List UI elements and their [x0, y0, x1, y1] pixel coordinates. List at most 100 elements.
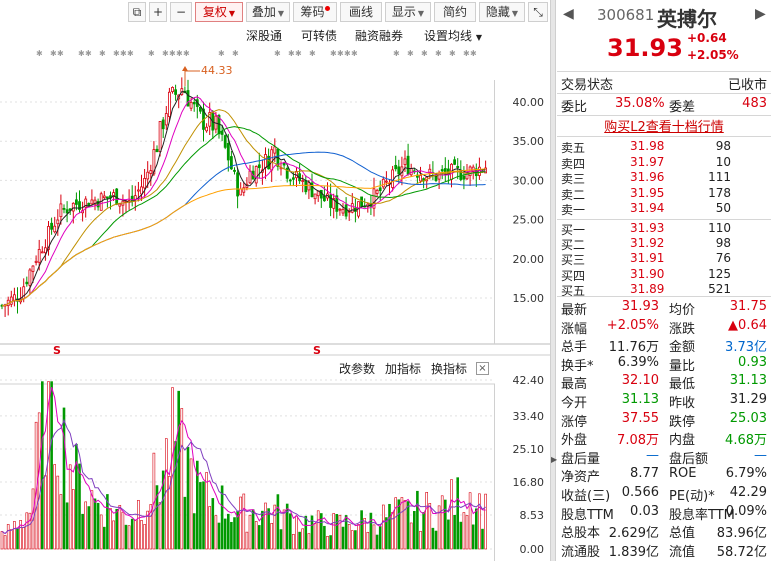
ask-row[interactable]: 卖三 31.96 111 [557, 170, 771, 186]
volume-bar [81, 513, 84, 550]
close-icon[interactable]: × [476, 362, 489, 375]
candle-body [344, 204, 348, 217]
volume-bar [316, 510, 320, 550]
bid-row[interactable]: 买一 31.93 110 [557, 221, 771, 237]
volume-bar [220, 485, 224, 550]
switch-indicator-button[interactable]: 换指标 [431, 362, 468, 376]
stat-label: 股息率TTM [669, 507, 735, 523]
ask-row[interactable]: 卖四 31.97 10 [557, 155, 771, 171]
ask-row[interactable]: 卖一 31.94 50 [557, 201, 771, 217]
candle-body [12, 294, 16, 301]
volume-bar [44, 475, 47, 550]
candle-body [161, 119, 165, 130]
event-marker-icon: ✱ [421, 49, 428, 58]
add-indicator-button[interactable]: 加指标 [385, 362, 422, 376]
candle-body [71, 202, 75, 212]
candle-body [59, 203, 63, 218]
stat-value: — [646, 447, 659, 463]
overlay-button[interactable]: 叠加 ▼ [246, 2, 290, 22]
link-hk-connect[interactable]: 深股通 [246, 29, 283, 43]
candle-body [394, 164, 398, 170]
candle-body [40, 251, 44, 254]
stat-row: 收益(三) 0.566 PE(动)* 42.29 [557, 485, 771, 504]
display-button[interactable]: 显示 ▼ [385, 2, 431, 22]
volume-bar [75, 443, 78, 550]
stat-value: 3.73亿 [725, 340, 767, 356]
quote-header: ◀ 300681 英搏尔 ▶ 31.93 +0.64 +2.05% [557, 0, 771, 72]
volume-bar [112, 520, 115, 550]
level-label: 卖一 [561, 203, 586, 217]
link-margin-trading[interactable]: 融资融券 [355, 29, 404, 43]
volume-bar [447, 519, 450, 550]
ask-row[interactable]: 卖五 31.98 98 [557, 139, 771, 155]
candle-body [186, 90, 190, 107]
volume-bar [118, 505, 122, 550]
prev-stock-icon[interactable]: ◀ [563, 6, 574, 22]
weibi-row: 委比 35.08% 委差 483 [557, 95, 771, 115]
level-label: 卖四 [561, 156, 586, 171]
volume-bar [462, 512, 466, 550]
volume-bar [68, 464, 72, 550]
window-restore-icon[interactable]: ⧉ [128, 2, 146, 22]
edit-params-button[interactable]: 改参数 [339, 362, 376, 376]
volume-bar [62, 407, 66, 550]
chart-toolbar: ⧉ + − 复权 ▼ 叠加 ▼ 筹码 画线 显示 ▼ 简约 隐藏 ▼ ⤡ [0, 0, 550, 24]
candle-body [242, 187, 246, 193]
event-marker-icon: ✱ [309, 49, 316, 58]
event-marker-icon: ✱ [232, 49, 239, 58]
price-tick-label: 20.00 [513, 253, 545, 266]
candle-body [372, 188, 376, 209]
price-change: +0.64 [687, 31, 727, 45]
link-convertible-bond[interactable]: 可转债 [301, 29, 338, 43]
volume-bar [214, 515, 218, 550]
volume-bar [403, 500, 407, 550]
candle-body [462, 175, 466, 180]
chart-canvas[interactable]: 40.00 35.00 30.00 25.00 20.00 15.00 42.40 33.4… [0, 0, 550, 561]
bid-row[interactable]: 买四 31.90 125 [557, 267, 771, 283]
stat-value: 31.93 [621, 299, 659, 314]
volume-bar [109, 508, 112, 550]
stat-row: 涨幅 +2.05% 涨跌 ▲0.64 [557, 318, 771, 337]
stat-row: 总股本 2.629亿 总值 83.96亿 [557, 522, 771, 541]
level-volume: 50 [715, 201, 731, 215]
level-price: 31.96 [630, 170, 665, 184]
bid-row[interactable]: 买三 31.91 76 [557, 251, 771, 267]
panel-splitter[interactable]: ▶ [550, 0, 558, 561]
bid-row[interactable]: 买二 31.92 98 [557, 236, 771, 252]
candle-body [31, 265, 35, 272]
collapse-icon[interactable]: ⤡ [528, 2, 548, 22]
bid-row[interactable]: 买五 31.89 521 [557, 282, 771, 298]
set-ma-button[interactable]: 设置均线 ▼ [424, 29, 482, 43]
level-label: 买四 [561, 268, 586, 283]
ask-row[interactable]: 卖二 31.95 178 [557, 186, 771, 202]
volume-bar [155, 485, 159, 550]
volume-bar [400, 497, 404, 550]
volume-bar [363, 518, 367, 550]
hide-button[interactable]: 隐藏 ▼ [479, 2, 525, 22]
stat-row: 总手 11.76万 金额 3.73亿 [557, 336, 771, 356]
candle-body [130, 195, 134, 202]
candle-body [453, 159, 457, 165]
price-tick-label: 30.00 [513, 174, 545, 187]
l2-quote-link[interactable]: 购买L2查看十档行情 [604, 120, 724, 135]
volume-bar [319, 513, 323, 550]
next-stock-icon[interactable]: ▶ [755, 6, 766, 22]
volume-bar [357, 524, 360, 550]
volume-bar [276, 494, 280, 550]
splitter-grip-icon[interactable]: ▶ [551, 455, 558, 464]
weicha-value: 483 [742, 96, 767, 111]
draw-line-button[interactable]: 画线 [340, 2, 382, 22]
volume-bar [124, 524, 128, 550]
chip-button[interactable]: 筹码 [293, 2, 337, 22]
fuquan-button[interactable]: 复权 ▼ [195, 2, 243, 22]
simple-button[interactable]: 简约 [434, 2, 476, 22]
volume-bar [431, 527, 435, 550]
plus-icon[interactable]: + [149, 2, 167, 22]
stat-value: 0.93 [738, 354, 767, 370]
candle-body [65, 209, 69, 214]
minus-icon[interactable]: − [170, 2, 192, 22]
stock-name: 英搏尔 [657, 7, 717, 31]
volume-bar [279, 529, 283, 550]
candle-body [192, 102, 196, 105]
volume-tick-label: 42.40 [513, 374, 545, 387]
